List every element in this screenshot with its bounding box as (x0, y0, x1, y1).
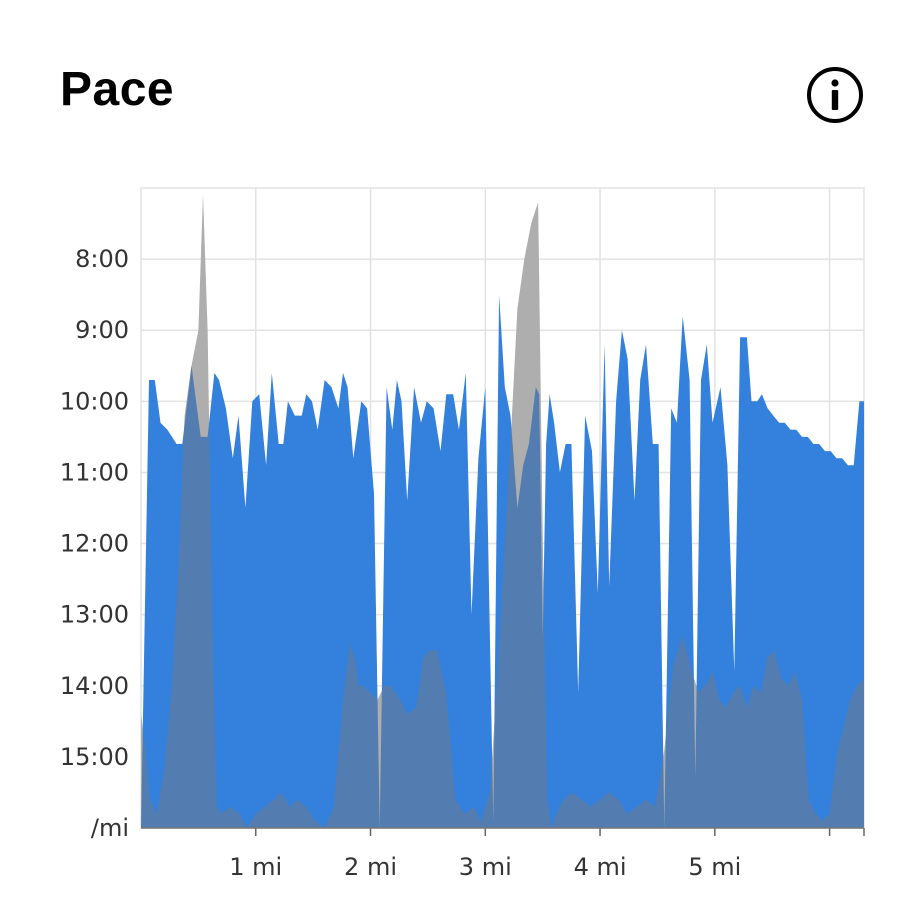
pace-layer (141, 294, 864, 828)
elevation-overlay-layer (141, 195, 864, 829)
y-tick-label: 9:00 (75, 316, 129, 344)
y-tick-label: 13:00 (60, 601, 129, 629)
pace-area (141, 294, 864, 828)
x-tick-label: 3 mi (459, 853, 512, 881)
y-tick-label: 14:00 (60, 672, 129, 700)
y-tick-label: 10:00 (60, 387, 129, 415)
x-tick-label: 5 mi (688, 853, 741, 881)
page-title: Pace (60, 63, 175, 116)
x-tick-label: 1 mi (229, 853, 282, 881)
info-button[interactable] (805, 65, 865, 125)
y-tick-label: 12:00 (60, 530, 129, 558)
elevation-overlay-area (141, 195, 864, 829)
y-axis-unit-label: /mi (91, 814, 129, 842)
y-tick-label: 11:00 (60, 458, 129, 486)
x-tick-label: 4 mi (574, 853, 627, 881)
axes: 8:00 9:00 10:00 11:00 12:00 13:00 14:00 15:00 1 … (60, 245, 865, 881)
y-tick-label: 15:00 (60, 743, 129, 771)
y-tick-label: 8:00 (75, 245, 129, 273)
info-icon (807, 67, 863, 123)
x-tick-label: 2 mi (344, 853, 397, 881)
